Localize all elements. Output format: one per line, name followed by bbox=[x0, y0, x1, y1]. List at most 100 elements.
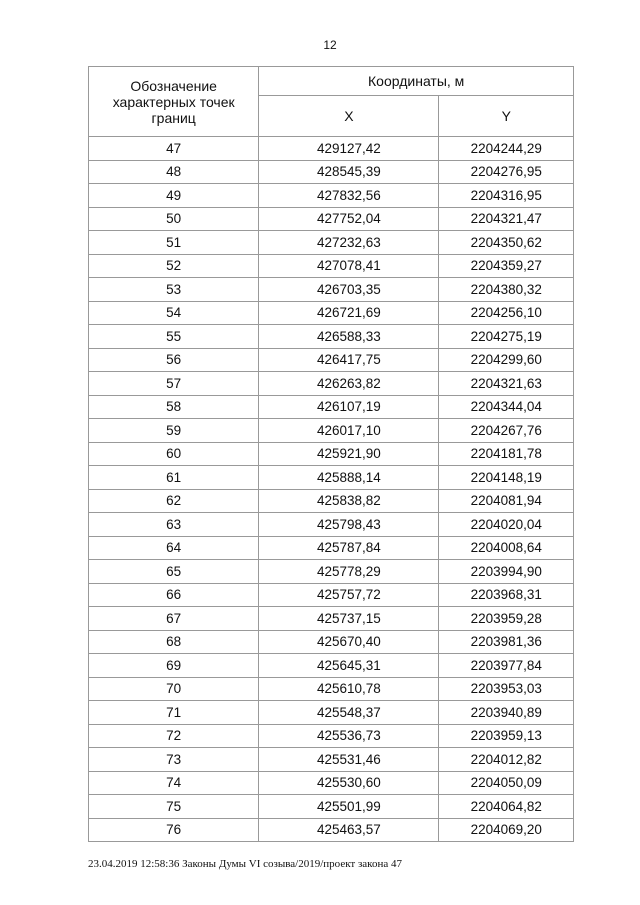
x-coordinate: 426263,82 bbox=[258, 371, 440, 396]
point-id: 74 bbox=[87, 770, 260, 795]
table-row: 62 425838,82 2204081,94 bbox=[87, 488, 574, 513]
table-row: 53 426703,35 2204380,32 bbox=[87, 277, 574, 302]
table-row: 48 428545,39 2204276,95 bbox=[87, 159, 574, 184]
x-coordinate: 425888,14 bbox=[258, 465, 440, 490]
coordinates-table: Обозначение характерных точек границ Коо… bbox=[87, 66, 574, 842]
x-coordinate: 425787,84 bbox=[258, 535, 440, 560]
point-id: 60 bbox=[87, 441, 260, 466]
y-coordinate: 2203953,03 bbox=[438, 676, 574, 701]
x-coordinate: 425737,15 bbox=[258, 606, 440, 631]
y-coordinate: 2204081,94 bbox=[438, 488, 574, 513]
point-id: 67 bbox=[87, 606, 260, 631]
y-header: Y bbox=[438, 95, 574, 137]
x-coordinate: 425778,29 bbox=[258, 559, 440, 584]
table-row: 49 427832,56 2204316,95 bbox=[87, 183, 574, 208]
y-coordinate: 2204350,62 bbox=[438, 230, 574, 255]
table-row: 66 425757,72 2203968,31 bbox=[87, 582, 574, 607]
x-coordinate: 425531,46 bbox=[258, 747, 440, 772]
y-coordinate: 2204008,64 bbox=[438, 535, 574, 560]
x-coordinate: 426017,10 bbox=[258, 418, 440, 443]
y-coordinate: 2203959,28 bbox=[438, 606, 574, 631]
points-header: Обозначение характерных точек границ bbox=[87, 66, 260, 137]
x-coordinate: 425463,57 bbox=[258, 817, 440, 842]
point-id: 57 bbox=[87, 371, 260, 396]
y-coordinate: 2203968,31 bbox=[438, 582, 574, 607]
point-id: 64 bbox=[87, 535, 260, 560]
y-coordinate: 2204321,47 bbox=[438, 206, 574, 231]
y-coordinate: 2204050,09 bbox=[438, 770, 574, 795]
y-coordinate: 2204244,29 bbox=[438, 136, 574, 161]
table-row: 50 427752,04 2204321,47 bbox=[87, 206, 574, 231]
x-coordinate: 425838,82 bbox=[258, 488, 440, 513]
table-row: 65 425778,29 2203994,90 bbox=[87, 559, 574, 584]
y-coordinate: 2203981,36 bbox=[438, 629, 574, 654]
point-id: 62 bbox=[87, 488, 260, 513]
point-id: 59 bbox=[87, 418, 260, 443]
point-id: 55 bbox=[87, 324, 260, 349]
table-row: 76 425463,57 2204069,20 bbox=[87, 817, 574, 842]
y-coordinate: 2203994,90 bbox=[438, 559, 574, 584]
x-coordinate: 426721,69 bbox=[258, 300, 440, 325]
table-row: 73 425531,46 2204012,82 bbox=[87, 747, 574, 772]
y-coordinate: 2204321,63 bbox=[438, 371, 574, 396]
x-coordinate: 426588,33 bbox=[258, 324, 440, 349]
table-row: 60 425921,90 2204181,78 bbox=[87, 441, 574, 466]
point-id: 56 bbox=[87, 347, 260, 372]
y-coordinate: 2204299,60 bbox=[438, 347, 574, 372]
table-row: 61 425888,14 2204148,19 bbox=[87, 465, 574, 490]
y-coordinate: 2204267,76 bbox=[438, 418, 574, 443]
x-coordinate: 425798,43 bbox=[258, 512, 440, 537]
x-header: X bbox=[258, 95, 440, 137]
point-id: 50 bbox=[87, 206, 260, 231]
point-id: 73 bbox=[87, 747, 260, 772]
point-id: 54 bbox=[87, 300, 260, 325]
point-id: 53 bbox=[87, 277, 260, 302]
table-row: 59 426017,10 2204267,76 bbox=[87, 418, 574, 443]
y-coordinate: 2204275,19 bbox=[438, 324, 574, 349]
y-coordinate: 2204069,20 bbox=[438, 817, 574, 842]
x-coordinate: 425757,72 bbox=[258, 582, 440, 607]
table-row: 69 425645,31 2203977,84 bbox=[87, 653, 574, 678]
x-coordinate: 425921,90 bbox=[258, 441, 440, 466]
point-id: 49 bbox=[87, 183, 260, 208]
table-row: 57 426263,82 2204321,63 bbox=[87, 371, 574, 396]
table-row: 74 425530,60 2204050,09 bbox=[87, 770, 574, 795]
point-id: 47 bbox=[87, 136, 260, 161]
x-coordinate: 425530,60 bbox=[258, 770, 440, 795]
y-coordinate: 2203977,84 bbox=[438, 653, 574, 678]
x-coordinate: 425645,31 bbox=[258, 653, 440, 678]
table-row: 64 425787,84 2204008,64 bbox=[87, 535, 574, 560]
x-coordinate: 425670,40 bbox=[258, 629, 440, 654]
table-row: 71 425548,37 2203940,89 bbox=[87, 700, 574, 725]
y-coordinate: 2203940,89 bbox=[438, 700, 574, 725]
y-coordinate: 2204359,27 bbox=[438, 253, 574, 278]
table-row: 52 427078,41 2204359,27 bbox=[87, 253, 574, 278]
point-id: 48 bbox=[87, 159, 260, 184]
point-id: 76 bbox=[87, 817, 260, 842]
y-coordinate: 2203959,13 bbox=[438, 723, 574, 748]
x-coordinate: 425536,73 bbox=[258, 723, 440, 748]
x-coordinate: 427232,63 bbox=[258, 230, 440, 255]
coords-header: Координаты, м bbox=[258, 66, 574, 96]
x-coordinate: 425548,37 bbox=[258, 700, 440, 725]
table-row: 72 425536,73 2203959,13 bbox=[87, 723, 574, 748]
table-row: 58 426107,19 2204344,04 bbox=[87, 394, 574, 419]
footer-stamp: 23.04.2019 12:58:36 Законы Думы VI созыв… bbox=[88, 858, 402, 870]
point-id: 69 bbox=[87, 653, 260, 678]
x-coordinate: 425501,99 bbox=[258, 794, 440, 819]
point-id: 51 bbox=[87, 230, 260, 255]
y-coordinate: 2204148,19 bbox=[438, 465, 574, 490]
x-coordinate: 426107,19 bbox=[258, 394, 440, 419]
table-row: 63 425798,43 2204020,04 bbox=[87, 512, 574, 537]
y-coordinate: 2204181,78 bbox=[438, 441, 574, 466]
page-number: 12 bbox=[323, 38, 337, 52]
x-coordinate: 429127,42 bbox=[258, 136, 440, 161]
y-coordinate: 2204020,04 bbox=[438, 512, 574, 537]
table-row: 68 425670,40 2203981,36 bbox=[87, 629, 574, 654]
x-coordinate: 428545,39 bbox=[258, 159, 440, 184]
point-id: 68 bbox=[87, 629, 260, 654]
table-row: 54 426721,69 2204256,10 bbox=[87, 300, 574, 325]
table-row: 47 429127,42 2204244,29 bbox=[87, 136, 574, 161]
point-id: 58 bbox=[87, 394, 260, 419]
point-id: 63 bbox=[87, 512, 260, 537]
